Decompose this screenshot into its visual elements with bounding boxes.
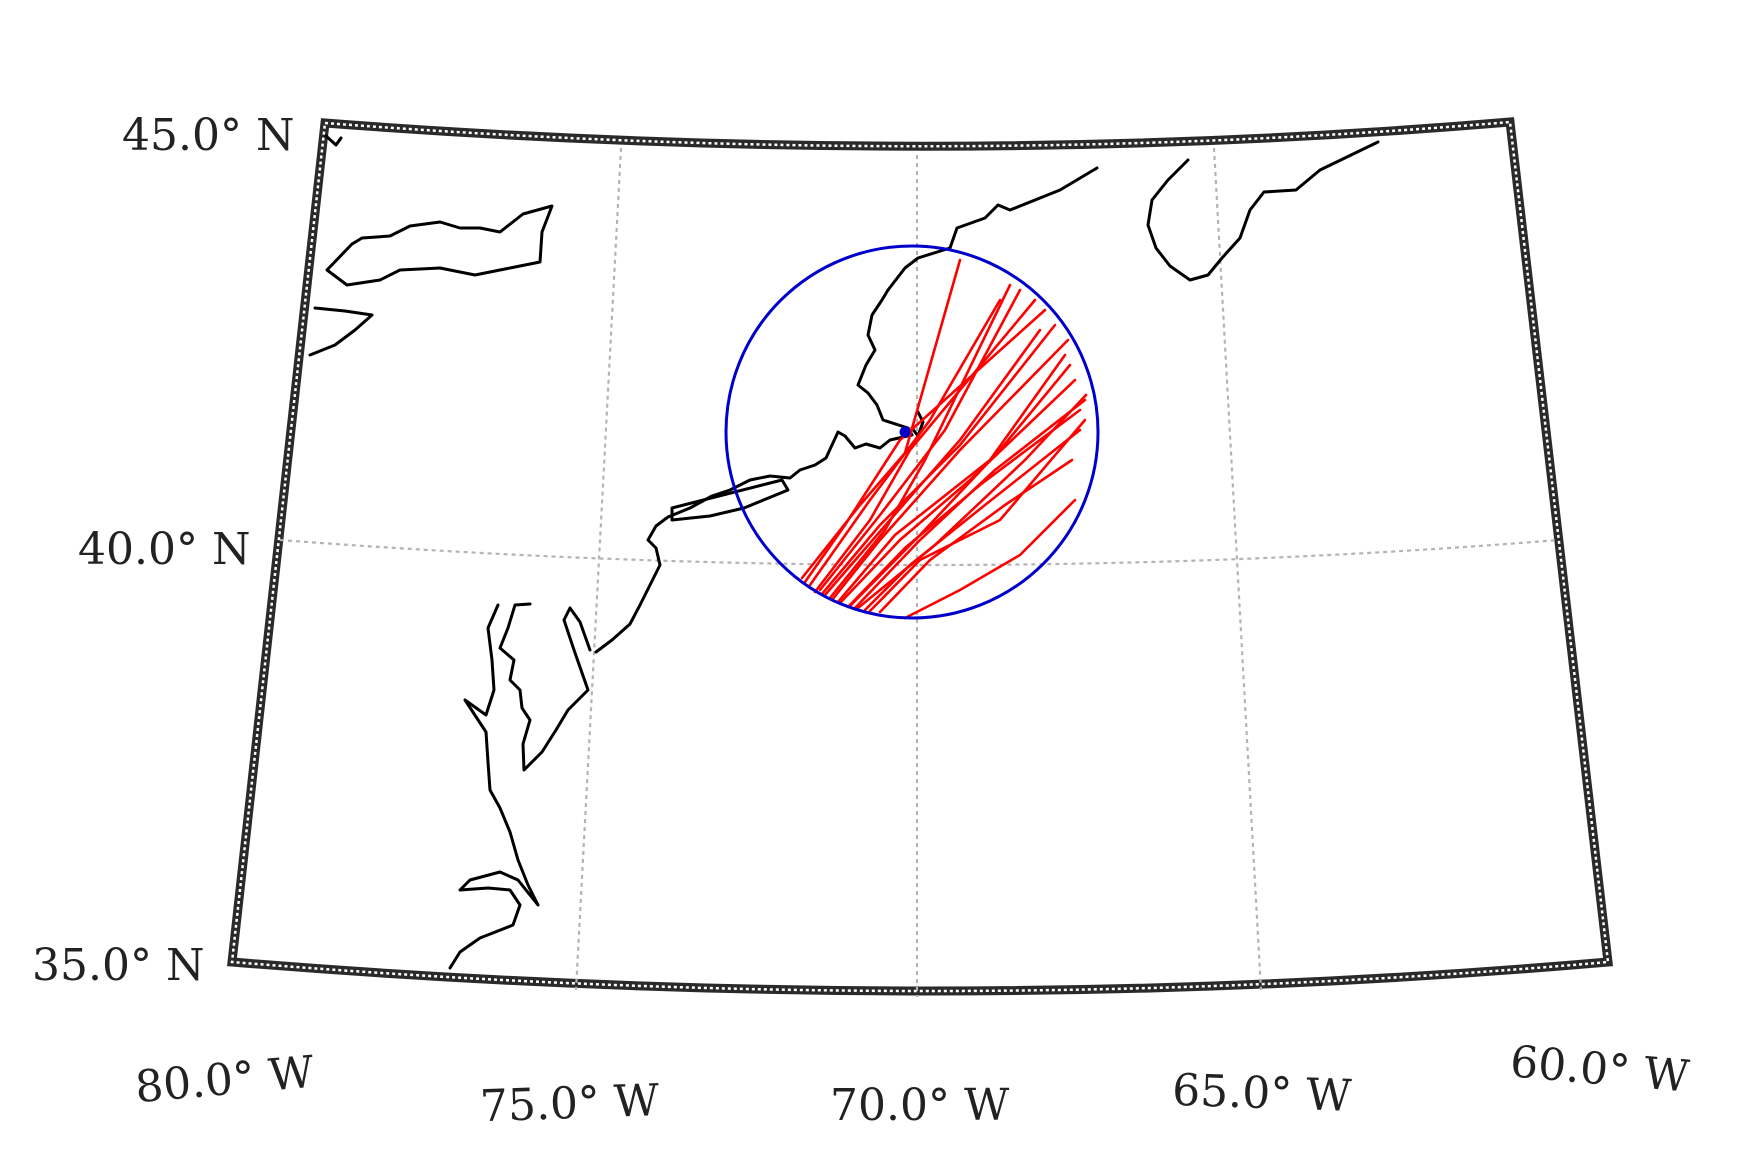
track-line <box>853 398 1087 610</box>
coastline-chesapeake <box>448 603 540 970</box>
track-line <box>838 378 1077 605</box>
lat-label-45n: 45.0° N <box>122 110 294 161</box>
track-line <box>830 338 1070 602</box>
lon-label-65w: 65.0° W <box>1171 1065 1353 1122</box>
lon-label-75w: 75.0° W <box>479 1075 661 1132</box>
track-line <box>878 458 1074 614</box>
track-line <box>803 308 1047 584</box>
track-line <box>863 428 1082 612</box>
coastline-lake-erie <box>308 306 374 357</box>
coastlines <box>308 134 1380 970</box>
longitude-labels: 80.0° W 75.0° W 70.0° W 65.0° W 60.0° W <box>133 1036 1692 1132</box>
lat-label-35n: 35.0° N <box>32 940 204 991</box>
coastline-cape-cod <box>910 410 925 438</box>
coastline-new-england <box>594 166 1099 654</box>
coastline-northwest <box>324 134 343 147</box>
map-frame <box>227 117 1614 996</box>
track-line <box>808 298 1002 587</box>
lat-label-40n: 40.0° N <box>78 524 250 575</box>
lon-label-80w: 80.0° W <box>133 1047 317 1113</box>
track-line <box>800 258 962 580</box>
track-line <box>868 418 1087 613</box>
track-line <box>823 328 1042 597</box>
coastline-nova-scotia <box>1146 140 1380 282</box>
track-line <box>903 498 1077 620</box>
meridian-75w <box>574 147 623 991</box>
coastline-lake-ontario <box>325 204 554 287</box>
search-radius-circle <box>724 244 1100 620</box>
coastline-long-island <box>670 478 790 522</box>
track-line <box>820 323 1057 596</box>
track-line <box>848 363 1072 608</box>
latitude-labels: 45.0° N 40.0° N 35.0° N <box>32 110 294 991</box>
lon-label-70w: 70.0° W <box>830 1080 1010 1131</box>
center-point-marker <box>899 426 911 438</box>
track-line <box>828 283 1012 600</box>
track-line <box>836 353 1067 604</box>
track-line <box>856 393 1088 610</box>
storm-tracks <box>800 258 1088 620</box>
meridian-65w <box>1212 147 1263 991</box>
lon-label-60w: 60.0° W <box>1508 1036 1692 1102</box>
coastline-delmarva <box>498 602 592 772</box>
graticule <box>279 147 1559 997</box>
parallel-40n <box>279 538 1559 567</box>
track-line <box>818 288 1022 592</box>
map-border-inner <box>230 120 1610 993</box>
